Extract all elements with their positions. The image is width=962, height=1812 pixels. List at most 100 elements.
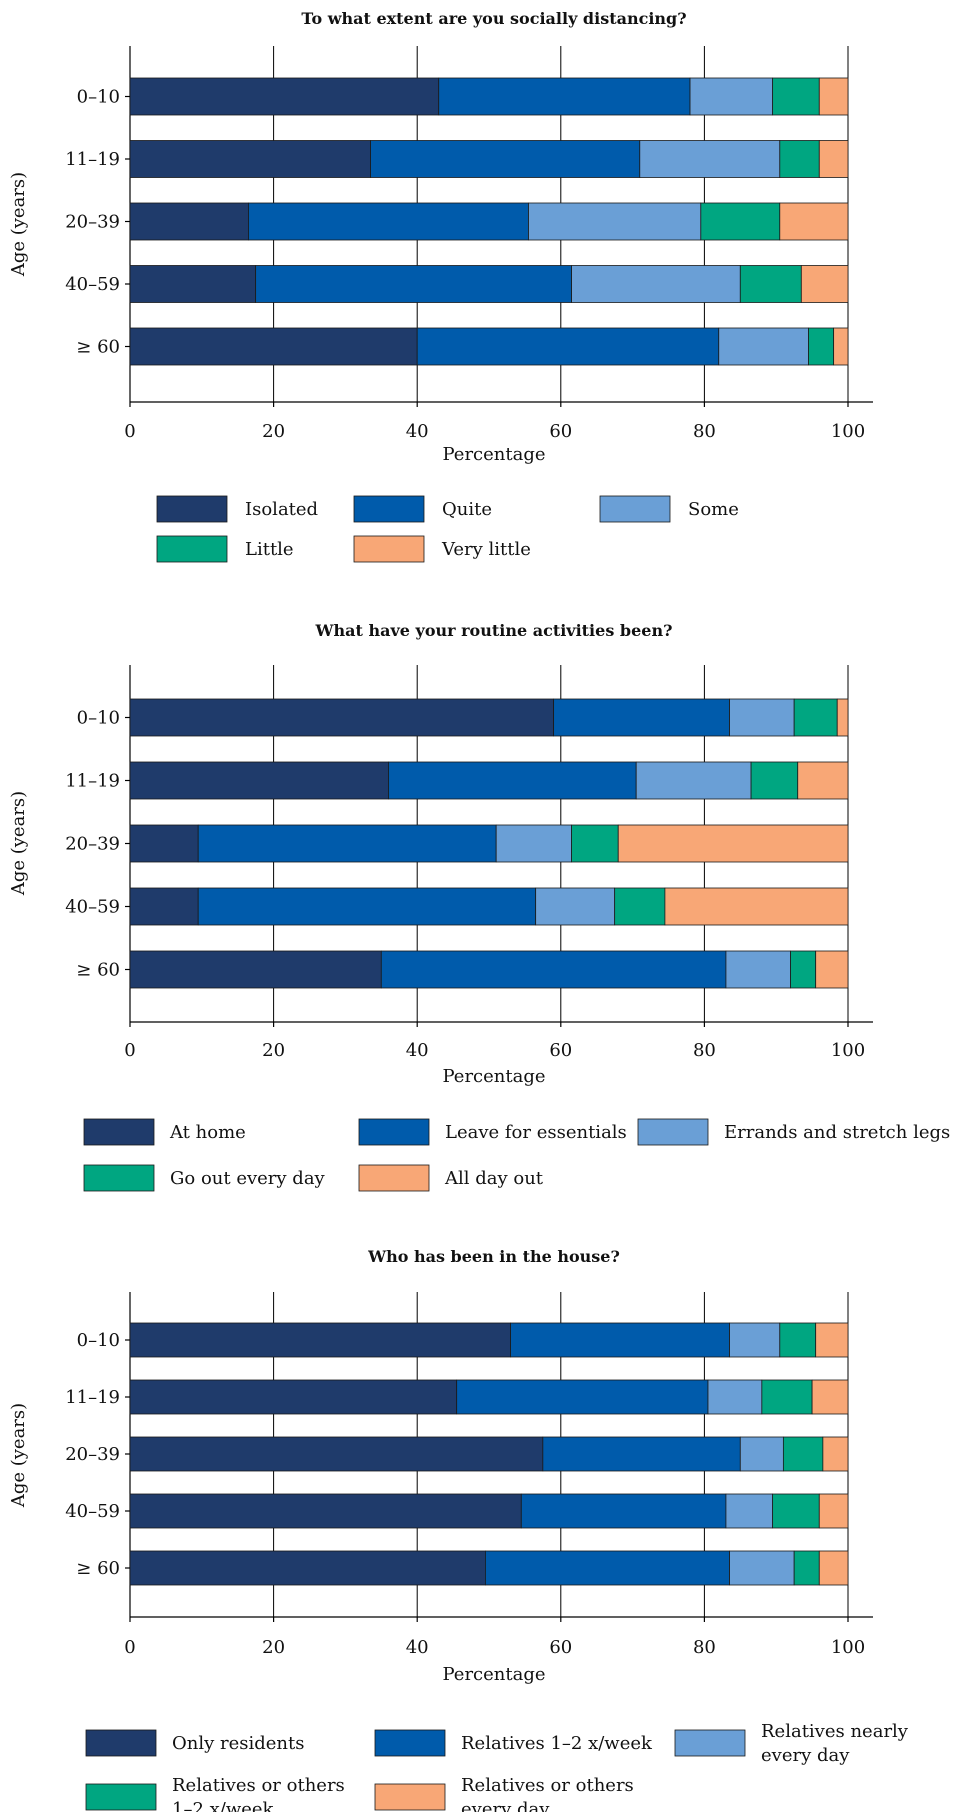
bar-segment-errands-and-stretch-legs	[729, 698, 795, 737]
y-tick-label: 40–59	[65, 1501, 120, 1522]
legend-swatch	[637, 1118, 709, 1146]
legend-swatch	[374, 1729, 446, 1757]
legend-label: Little	[245, 539, 294, 560]
bar-segment-relatives-or-others-1-2-x-week	[779, 1322, 817, 1358]
y-tick-label: 0–10	[77, 708, 120, 729]
legend-label: All day out	[444, 1168, 544, 1189]
x-tick-label: 20	[262, 1040, 285, 1061]
bar-segment-errands-and-stretch-legs	[725, 950, 791, 989]
bar-segment-isolated	[129, 140, 371, 178]
y-tick-label: 11–19	[65, 771, 120, 792]
legend-item: Relatives 1–2 x/week	[374, 1729, 653, 1757]
x-tick-label: 100	[831, 1637, 865, 1658]
bar-segment-all-day-out	[664, 887, 849, 926]
x-tick-label: 40	[406, 1637, 429, 1658]
bar-segment-only-residents	[129, 1322, 511, 1358]
bar-segment-go-out-every-day	[790, 950, 817, 989]
legend-label: Isolated	[245, 499, 318, 520]
bar-segment-relatives-or-others-every-day	[818, 1493, 849, 1529]
bar-segment-relatives-1-2-x-week	[520, 1493, 727, 1529]
x-tick-label: 100	[831, 421, 865, 442]
bar-segment-relatives-nearly-every-day	[729, 1322, 781, 1358]
bar-segment-relatives-or-others-1-2-x-week	[761, 1379, 813, 1415]
legend: Only residents Relatives 1–2 x/week Relati…	[85, 1721, 909, 1812]
bar-segment-leave-for-essentials	[553, 698, 730, 737]
bar-segment-relatives-1-2-x-week	[542, 1436, 741, 1472]
chart-1: To what extent are you socially distanci…	[8, 9, 873, 563]
x-tick-label: 100	[831, 1040, 865, 1061]
y-tick-label: 11–19	[65, 149, 120, 170]
bar-segment-relatives-or-others-1-2-x-week	[782, 1436, 824, 1472]
y-axis-label: Age (years)	[8, 1403, 29, 1508]
legend-swatch	[358, 1164, 430, 1192]
legend-item: Some	[599, 495, 739, 523]
bar-segment-relatives-nearly-every-day	[707, 1379, 763, 1415]
bar-segment-relatives-nearly-every-day	[729, 1550, 795, 1586]
y-tick-label: 20–39	[65, 834, 120, 855]
legend-label: Quite	[442, 499, 492, 520]
y-axis-label: Age (years)	[8, 791, 29, 896]
legend-label: At home	[169, 1122, 246, 1143]
legend-swatch	[599, 495, 671, 523]
y-tick-label: 40–59	[65, 274, 120, 295]
bar-segment-relatives-nearly-every-day	[725, 1493, 774, 1529]
x-tick-label: 40	[406, 421, 429, 442]
bar-segment-at-home	[129, 761, 389, 800]
y-tick-label: 11–19	[65, 1387, 120, 1408]
chart-3: Who has been in the house? 0 20 40 60 80 100 0–…	[8, 1247, 909, 1812]
bar-segment-leave-for-essentials	[388, 761, 637, 800]
legend-item: At home	[83, 1118, 246, 1146]
bar-segment-very-little	[818, 77, 849, 116]
x-tick-label: 0	[124, 421, 135, 442]
bar-segment-errands-and-stretch-legs	[635, 761, 752, 800]
y-tick-label: ≥ 60	[76, 337, 120, 358]
bar-segment-only-residents	[129, 1550, 486, 1586]
bar-segment-little	[739, 265, 802, 303]
bar-segment-little	[700, 202, 781, 241]
bar-segment-go-out-every-day	[750, 761, 799, 800]
bar-segment-relatives-or-others-1-2-x-week	[772, 1493, 820, 1529]
y-tick-label: 0–10	[77, 87, 120, 108]
bar-segment-little	[772, 77, 820, 116]
bar-segment-at-home	[129, 698, 555, 737]
bar-segment-only-residents	[129, 1493, 522, 1529]
bar-segment-quite	[416, 327, 720, 366]
bar-segment-errands-and-stretch-legs	[495, 824, 572, 863]
x-tick-label: 0	[124, 1637, 135, 1658]
legend-swatch	[353, 495, 425, 523]
bar-segment-at-home	[129, 887, 199, 926]
legend-label: Relatives or others every day	[461, 1775, 634, 1812]
legend-swatch	[83, 1164, 155, 1192]
legend-item: Only residents	[85, 1729, 305, 1757]
bar-segment-relatives-or-others-every-day	[811, 1379, 849, 1415]
legend-label: Only residents	[172, 1733, 305, 1754]
x-axis-label: Percentage	[442, 1664, 545, 1685]
bar-segment-relatives-or-others-every-day	[815, 1322, 849, 1358]
bar-segment-isolated	[129, 202, 249, 241]
bar-segment-some	[689, 77, 774, 116]
bar-segment-some	[528, 202, 702, 241]
bar-segment-relatives-1-2-x-week	[485, 1550, 730, 1586]
x-axis-label: Percentage	[442, 444, 545, 465]
bar-segment-only-residents	[129, 1436, 544, 1472]
x-tick-label: 60	[549, 1637, 572, 1658]
legend-label: Relatives nearly every day	[761, 1721, 909, 1766]
bar-segment-errands-and-stretch-legs	[535, 887, 616, 926]
x-tick-label: 80	[693, 1637, 716, 1658]
legend-item: Errands and stretch legs	[637, 1118, 950, 1146]
x-tick-label: 80	[693, 1040, 716, 1061]
x-tick-label: 60	[549, 1040, 572, 1061]
bar-segment-relatives-1-2-x-week	[510, 1322, 730, 1358]
legend: At home Leave for essentials Errands and s…	[83, 1118, 950, 1192]
legend-item: Relatives nearly every day	[674, 1721, 909, 1766]
bar-segment-all-day-out	[617, 824, 849, 863]
bar-segment-little	[779, 140, 820, 178]
legend-item: Little	[156, 535, 294, 563]
chart-title: What have your routine activities been?	[315, 621, 673, 640]
bar-segment-very-little	[800, 265, 849, 303]
bar-segment-go-out-every-day	[614, 887, 666, 926]
bar-segment-quite	[370, 140, 641, 178]
x-tick-label: 40	[406, 1040, 429, 1061]
bar-segment-isolated	[129, 265, 257, 303]
legend-item: Relatives or others every day	[374, 1775, 634, 1812]
